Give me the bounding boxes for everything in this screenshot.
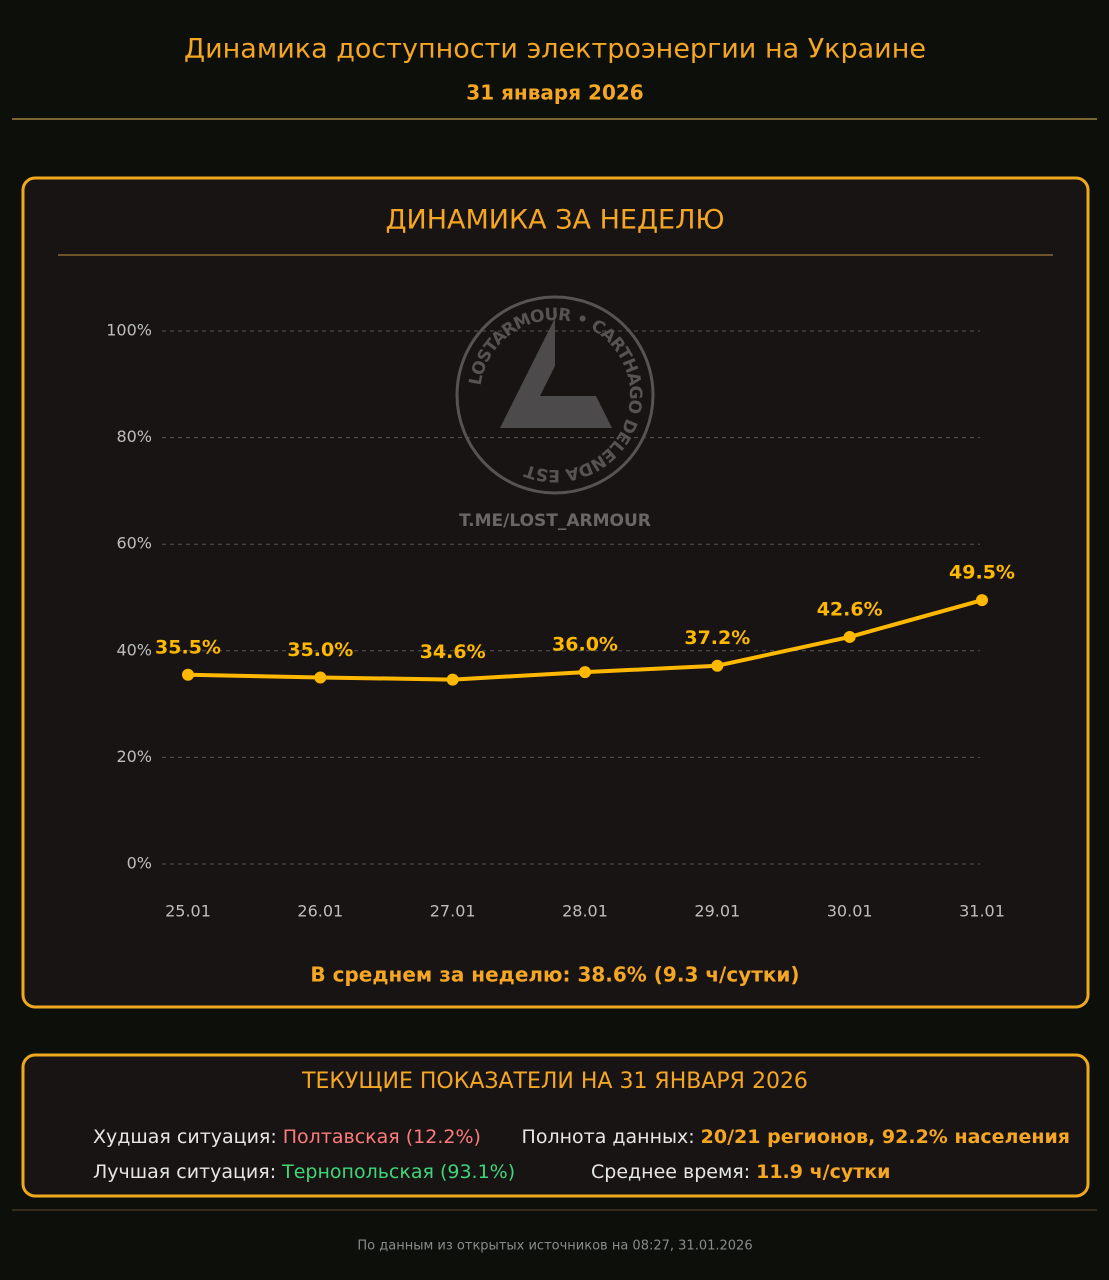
y-tick-label: 0%	[127, 854, 152, 873]
coverage-value: 20/21 регионов, 92.2% населения	[701, 1126, 1070, 1148]
coverage: Полнота данных: 20/21 регионов, 92.2% нас…	[522, 1126, 1070, 1148]
y-tick-label: 20%	[116, 747, 152, 766]
avg-value: 11.9 ч/сутки	[756, 1161, 890, 1183]
point	[976, 594, 988, 607]
x-tick-label: 25.01	[165, 902, 211, 921]
watermark-logo	[500, 318, 612, 428]
best-value: Тернопольская (93.1%)	[281, 1161, 515, 1183]
chart-panel	[21, 176, 1090, 1009]
value-label: 49.5%	[949, 562, 1015, 584]
point	[579, 666, 591, 679]
x-tick-label: 29.01	[694, 902, 740, 921]
watermark-ring	[455, 295, 655, 495]
best: Лучшая ситуация: Тернопольская (93.1%)	[93, 1161, 515, 1183]
y-tick-label: 40%	[116, 640, 152, 659]
footer: По данным из открытых источников на 08:2…	[357, 1239, 752, 1254]
plot: 0% 20% 40% 60% 80% 100% 25.01 26.01 27.01 28.01 29…	[106, 321, 1015, 921]
chart-summary: В среднем за неделю: 38.6% (9.3 ч/сутки)	[310, 963, 799, 987]
point	[314, 671, 327, 684]
avg: Среднее время: 11.9 ч/сутки	[591, 1161, 890, 1183]
value-label: 34.6%	[420, 641, 486, 663]
avg-label: Среднее время:	[591, 1161, 750, 1183]
point	[843, 630, 856, 643]
y-tick-label: 80%	[116, 427, 152, 446]
worst-value: Полтавская (12.2%)	[283, 1126, 481, 1148]
point	[182, 668, 194, 681]
x-tick-label: 26.01	[297, 902, 343, 921]
value-label: 35.5%	[155, 636, 221, 658]
x-tick-label: 31.01	[959, 902, 1005, 921]
value-label: 42.6%	[817, 598, 883, 620]
page-date: 31 января 2026	[466, 81, 643, 105]
value-label: 36.0%	[552, 634, 618, 656]
x-tick-label: 30.01	[827, 902, 873, 921]
value-label: 35.0%	[287, 639, 353, 661]
best-label: Лучшая ситуация:	[93, 1161, 276, 1183]
worst-label: Худшая ситуация:	[93, 1126, 277, 1148]
current-title: ТЕКУЩИЕ ПОКАЗАТЕЛИ НА 31 ЯНВАРЯ 2026	[301, 1069, 808, 1094]
current-panel	[21, 1053, 1090, 1198]
point	[446, 673, 459, 686]
page-title: Динамика доступности электроэнергии на У…	[184, 34, 926, 65]
x-tick-label: 28.01	[562, 902, 608, 921]
chart-title: ДИНАМИКА ЗА НЕДЕЛЮ	[385, 205, 724, 236]
value-label: 37.2%	[684, 627, 750, 649]
y-tick-label: 100%	[106, 321, 152, 340]
x-tick-label: 27.01	[430, 902, 476, 921]
watermark-url: T.ME/LOST_ARMOUR	[459, 511, 651, 531]
y-tick-label: 60%	[116, 534, 152, 553]
coverage-label: Полнота данных:	[522, 1126, 695, 1148]
worst: Худшая ситуация: Полтавская (12.2%)	[93, 1126, 481, 1148]
point	[711, 659, 724, 672]
